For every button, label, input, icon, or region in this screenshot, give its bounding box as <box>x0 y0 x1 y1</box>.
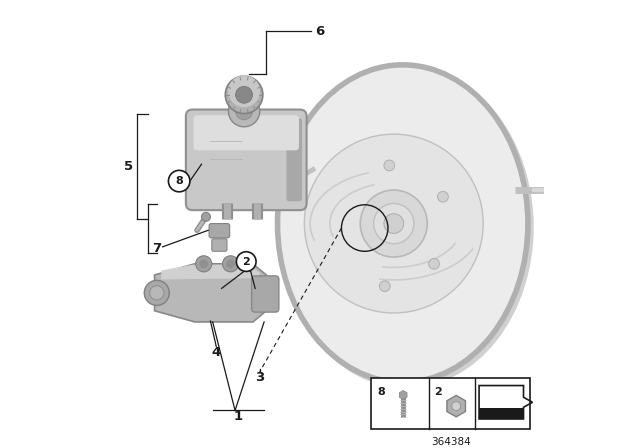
Bar <box>371 378 530 429</box>
Text: 1: 1 <box>234 410 243 423</box>
Text: 2: 2 <box>434 387 442 397</box>
Circle shape <box>150 286 164 300</box>
Text: 364384: 364384 <box>431 437 470 447</box>
Circle shape <box>438 191 449 202</box>
Circle shape <box>305 134 483 313</box>
Circle shape <box>202 212 211 221</box>
Circle shape <box>228 95 260 127</box>
Text: 5: 5 <box>124 160 133 173</box>
FancyBboxPatch shape <box>209 224 230 238</box>
Circle shape <box>236 103 253 120</box>
Circle shape <box>196 256 212 272</box>
Circle shape <box>360 190 428 257</box>
Circle shape <box>223 256 239 272</box>
Circle shape <box>226 259 235 268</box>
Text: 2: 2 <box>243 257 250 267</box>
FancyBboxPatch shape <box>252 276 279 312</box>
Ellipse shape <box>278 65 528 382</box>
Text: 8: 8 <box>378 387 385 397</box>
Ellipse shape <box>279 66 534 388</box>
Circle shape <box>380 281 390 292</box>
Circle shape <box>374 203 414 244</box>
Circle shape <box>199 259 208 268</box>
FancyBboxPatch shape <box>186 110 307 210</box>
FancyBboxPatch shape <box>287 118 302 201</box>
Circle shape <box>228 75 260 107</box>
FancyBboxPatch shape <box>193 115 299 151</box>
Text: 4: 4 <box>212 346 221 359</box>
Circle shape <box>384 214 404 233</box>
Text: 8: 8 <box>175 176 183 186</box>
Circle shape <box>236 252 256 271</box>
Text: 3: 3 <box>255 371 264 384</box>
Circle shape <box>236 86 253 103</box>
Text: 7: 7 <box>152 241 161 254</box>
Circle shape <box>429 258 440 269</box>
Circle shape <box>452 402 461 410</box>
Polygon shape <box>161 265 260 280</box>
Text: 6: 6 <box>316 25 324 38</box>
Circle shape <box>168 170 190 192</box>
Polygon shape <box>479 408 524 419</box>
Circle shape <box>144 280 170 306</box>
Circle shape <box>225 76 263 114</box>
Circle shape <box>384 160 395 171</box>
Polygon shape <box>154 264 266 322</box>
FancyBboxPatch shape <box>212 239 227 251</box>
